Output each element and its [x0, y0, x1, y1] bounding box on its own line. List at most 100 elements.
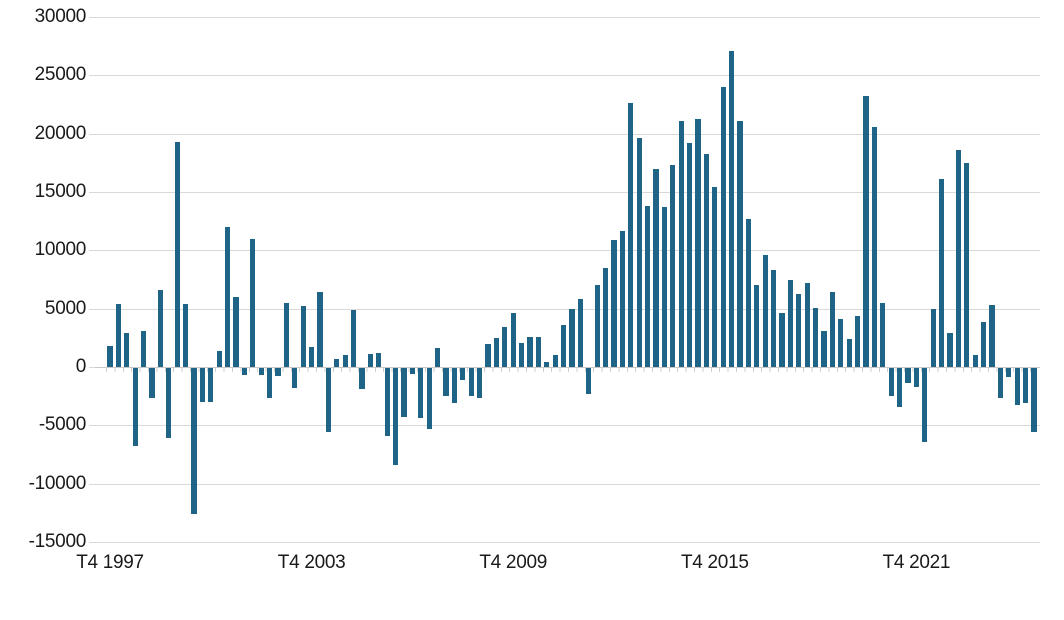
gridline	[95, 250, 1040, 252]
bar	[997, 368, 1003, 399]
bar	[393, 368, 399, 465]
x-axis-label: T4 1997	[76, 552, 144, 573]
gridline	[95, 308, 1040, 310]
bar	[199, 368, 205, 402]
gridline	[95, 483, 1040, 485]
bar	[367, 354, 373, 367]
bar	[359, 368, 365, 389]
bar	[451, 368, 457, 403]
bar	[829, 292, 835, 367]
y-axis-label: -15000	[28, 530, 87, 552]
bar	[880, 302, 886, 367]
bar	[376, 353, 382, 367]
gridline	[95, 133, 1040, 135]
bar	[678, 120, 684, 367]
bar	[317, 292, 323, 367]
bar	[191, 368, 197, 514]
bar	[611, 239, 617, 367]
bar	[989, 305, 995, 367]
y-axis-label: 10000	[34, 239, 87, 261]
bar	[754, 285, 760, 367]
bar	[418, 368, 424, 419]
bar	[905, 368, 911, 384]
bar	[930, 308, 936, 367]
x-axis-label: T4 2015	[680, 552, 749, 573]
gridline	[95, 425, 1040, 427]
bar	[687, 143, 693, 367]
bar	[779, 313, 785, 367]
bar	[519, 342, 525, 367]
bar	[863, 96, 869, 367]
bar	[804, 283, 810, 367]
y-axis-tick	[89, 17, 95, 18]
bar	[535, 336, 541, 367]
bar	[653, 168, 659, 367]
bar	[729, 50, 735, 367]
bar	[552, 355, 558, 367]
bar	[670, 165, 676, 367]
y-axis-label: 25000	[34, 64, 87, 86]
bar	[645, 206, 651, 367]
bar	[821, 330, 827, 367]
bar	[460, 368, 466, 380]
bar	[569, 308, 575, 367]
bar	[149, 368, 155, 399]
gridline	[95, 75, 1040, 77]
bar	[939, 179, 945, 367]
bar	[401, 368, 407, 417]
bar	[695, 118, 701, 367]
bar	[477, 368, 483, 399]
bar	[275, 368, 281, 377]
bar	[384, 368, 390, 436]
bar	[846, 339, 852, 367]
y-axis-tick	[89, 541, 95, 543]
x-axis-label: T4 2009	[479, 552, 547, 573]
x-axis-label: T4 2003	[277, 552, 346, 573]
bar	[174, 141, 180, 367]
bar	[871, 126, 877, 367]
bar	[787, 279, 793, 367]
bar	[544, 362, 550, 367]
bar	[813, 307, 819, 367]
y-axis-tick	[89, 366, 95, 368]
bar	[1023, 368, 1029, 403]
bar	[527, 336, 533, 367]
zero-gridline	[95, 366, 1040, 368]
y-axis-tick	[89, 133, 95, 135]
bar	[309, 347, 315, 367]
bar	[947, 333, 953, 367]
gridline	[95, 17, 1040, 18]
bar	[619, 230, 625, 367]
bar	[132, 368, 138, 447]
bar	[166, 368, 172, 438]
y-axis-label: 0	[75, 355, 87, 377]
y-axis-label: 5000	[44, 297, 86, 319]
bar	[468, 368, 474, 396]
gridline	[95, 191, 1040, 193]
bar	[426, 368, 432, 429]
bar	[107, 346, 113, 367]
bar	[485, 343, 491, 367]
bar	[703, 153, 709, 367]
y-axis-tick	[89, 425, 95, 427]
bar	[838, 319, 844, 367]
bar	[208, 368, 214, 402]
bar	[745, 218, 751, 367]
bar	[233, 297, 239, 367]
gridline	[95, 541, 1040, 543]
bar	[325, 368, 331, 433]
bar	[661, 207, 667, 367]
bar	[913, 368, 919, 387]
bar	[888, 368, 894, 396]
bar	[334, 358, 340, 367]
bar	[712, 187, 718, 367]
bar	[283, 302, 289, 367]
bar	[443, 368, 449, 396]
y-axis-label: 15000	[34, 180, 87, 202]
bar	[964, 162, 970, 367]
bar	[586, 368, 592, 394]
bar	[796, 293, 802, 367]
bar	[561, 325, 567, 367]
y-axis-tick	[89, 308, 95, 310]
